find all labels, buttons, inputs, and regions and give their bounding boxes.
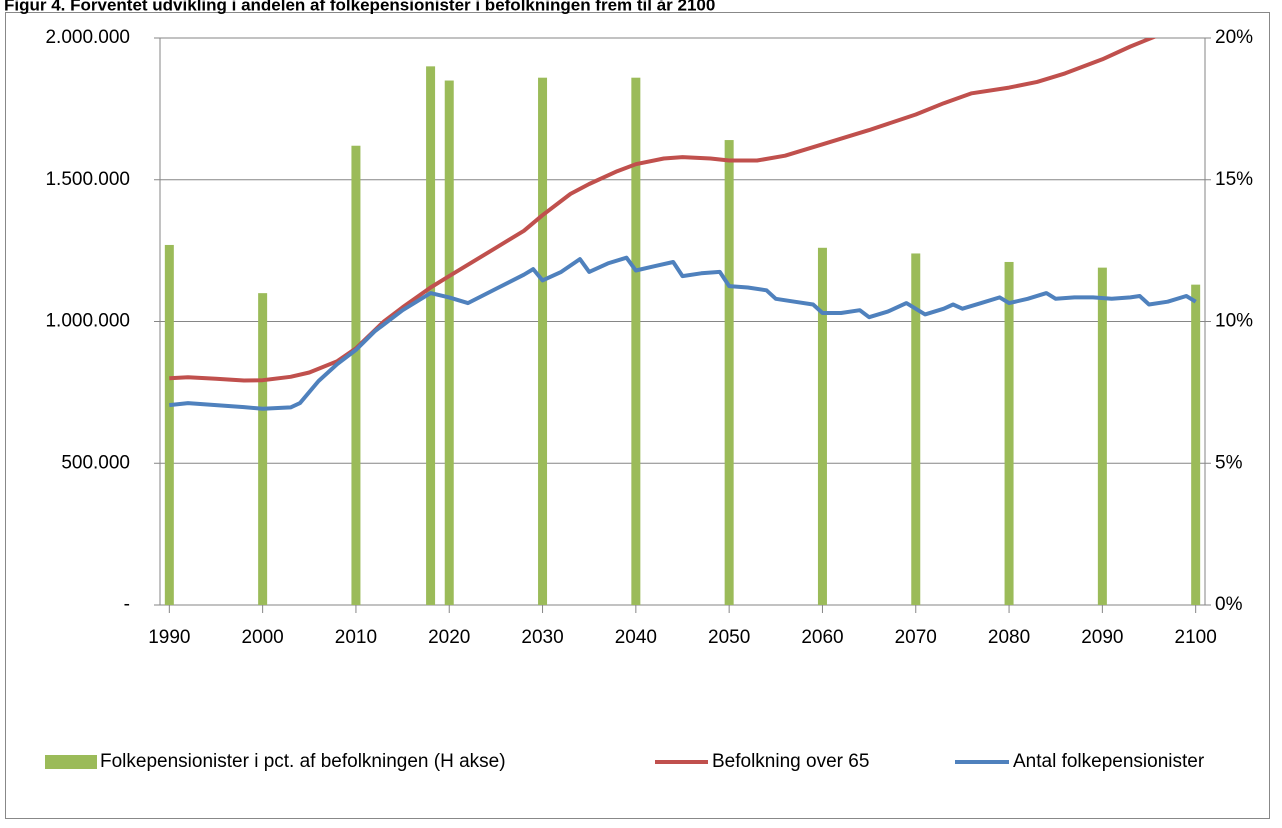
bar [444,80,454,605]
y2-tick-label: 0% [1215,594,1243,615]
y2-tick-label: 10% [1215,311,1253,332]
y-tick-label: 1.000.000 [45,311,130,332]
plot [164,38,1201,606]
legend-swatch [45,755,97,769]
bar [1097,267,1107,605]
y2-tick-label: 5% [1215,452,1243,473]
y2-tick-label: 20% [1215,27,1253,48]
bar [351,145,361,606]
chart-title: Figur 4. Forventet udvikling i andelen a… [4,0,715,14]
bar [1191,284,1201,605]
y-tick-label: 1.500.000 [45,169,130,190]
line [169,38,1157,383]
bar [538,77,548,605]
y2-tick-label: 15% [1215,169,1253,190]
x-tick-label: 2000 [241,627,283,648]
x-tick-label: 2010 [335,627,377,648]
y-tick-label: 2.000.000 [45,27,130,48]
x-tick-label: 2060 [801,627,843,648]
legend-label: Befolkning over 65 [712,751,869,772]
x-tick-label: 2090 [1081,627,1123,648]
x-tick-label: 2080 [988,627,1030,648]
bar [817,247,827,606]
bar [631,77,641,605]
legend-label: Antal folkepensionister [1013,751,1205,772]
bar [911,253,921,605]
bar [1004,261,1014,605]
bar [164,244,174,605]
x-tick-label: 2100 [1175,627,1217,648]
line [169,255,1197,411]
x-tick-label: 2050 [708,627,750,648]
x-tick-label: 1990 [148,627,190,648]
bar [724,140,734,605]
bar [426,66,436,606]
y-tick-label: - [124,594,130,615]
x-tick-label: 2070 [895,627,937,648]
bar [258,293,268,605]
legend-label: Folkepensionister i pct. af befolkningen… [100,751,506,772]
x-tick-label: 2030 [521,627,563,648]
y-tick-label: 500.000 [61,452,130,473]
x-tick-label: 2020 [428,627,470,648]
x-tick-label: 2040 [615,627,657,648]
